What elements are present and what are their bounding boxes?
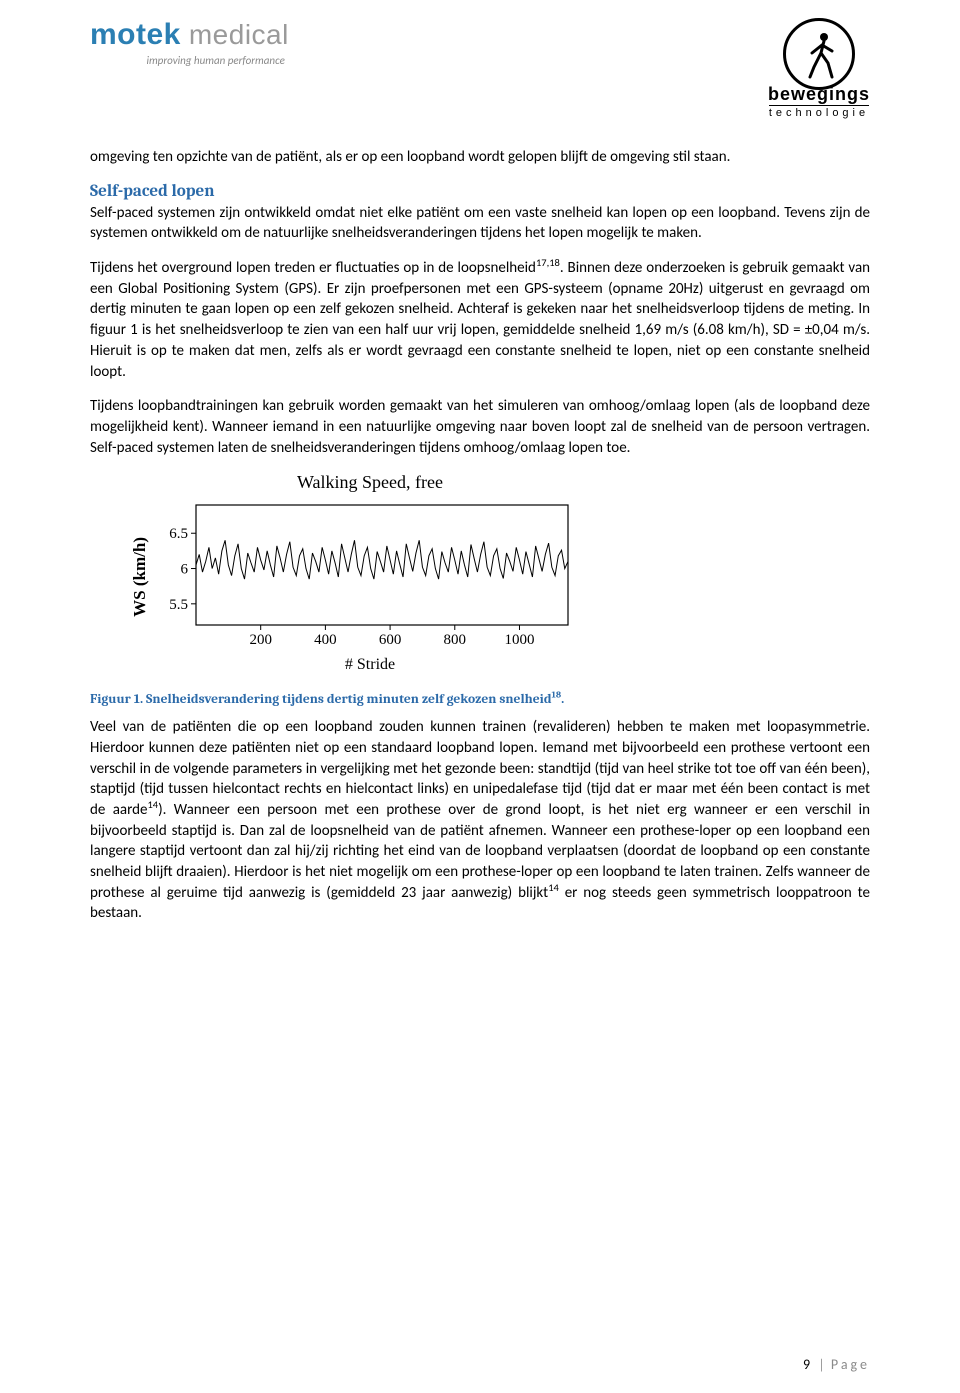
svg-text:400: 400 <box>314 632 337 648</box>
text-span: . <box>561 692 564 707</box>
logo-right-sub: technologie <box>769 105 869 119</box>
walker-icon <box>783 18 855 90</box>
chart-container: Walking Speed, free WS (km/h) 5.5 6 6.5 200… <box>130 472 610 674</box>
logo-text-medical: medical <box>189 19 289 51</box>
page: motek medical improving human performanc… <box>0 0 960 1393</box>
figure-caption: Figuur 1. Snelheidsverandering tijdens d… <box>90 692 870 707</box>
page-number: 9 <box>803 1356 810 1373</box>
svg-text:6: 6 <box>181 562 189 578</box>
svg-text:6.5: 6.5 <box>169 526 188 542</box>
logo-text-motek: motek <box>90 18 181 52</box>
svg-text:1000: 1000 <box>504 632 534 648</box>
page-label: Page <box>831 1356 870 1373</box>
logo-motek: motek medical improving human performanc… <box>90 18 289 67</box>
svg-text:5.5: 5.5 <box>169 597 188 613</box>
paragraph-selfpaced-3: Tijdens loopbandtrainingen kan gebruik w… <box>90 396 870 458</box>
paragraph-selfpaced-2: Tijdens het overground lopen treden er f… <box>90 258 870 382</box>
page-header: motek medical improving human performanc… <box>90 18 870 119</box>
paragraph-intro: omgeving ten opzichte van de patiënt, al… <box>90 147 870 168</box>
chart-ylabel: WS (km/h) <box>130 537 150 617</box>
svg-text:200: 200 <box>249 632 272 648</box>
footer-separator: | <box>818 1356 824 1373</box>
walking-speed-chart: 5.5 6 6.5 200 400 600 800 1000 <box>154 499 574 649</box>
citation-sup: 18 <box>552 690 562 701</box>
page-footer: 9 | Page <box>803 1356 870 1373</box>
text-span: Tijdens het overground lopen treden er f… <box>90 259 536 277</box>
citation-sup: 14 <box>147 798 158 811</box>
chart-xlabel: # Stride <box>130 656 610 674</box>
svg-text:600: 600 <box>379 632 402 648</box>
figure-1: Walking Speed, free WS (km/h) 5.5 6 6.5 200… <box>90 472 870 707</box>
chart-title: Walking Speed, free <box>130 472 610 493</box>
paragraph-asymmetry: Veel van de patiënten die op een loopban… <box>90 717 870 924</box>
text-span: Figuur 1. Snelheidsverandering tijdens d… <box>90 692 552 707</box>
svg-text:800: 800 <box>444 632 467 648</box>
citation-sup: 17,18 <box>536 256 560 269</box>
citation-sup: 14 <box>548 881 559 894</box>
section-heading-selfpaced: Self-paced lopen <box>90 182 870 201</box>
logo-subtitle: improving human performance <box>90 54 289 67</box>
paragraph-selfpaced-1: Self-paced systemen zijn ontwikkeld omda… <box>90 203 870 244</box>
logo-bewegings: bewegings technologie <box>768 18 870 119</box>
text-span: . Binnen deze onderzoeken is gebruik gem… <box>90 259 870 380</box>
chart-plot-area: 5.5 6 6.5 200 400 600 800 1000 <box>154 499 610 654</box>
